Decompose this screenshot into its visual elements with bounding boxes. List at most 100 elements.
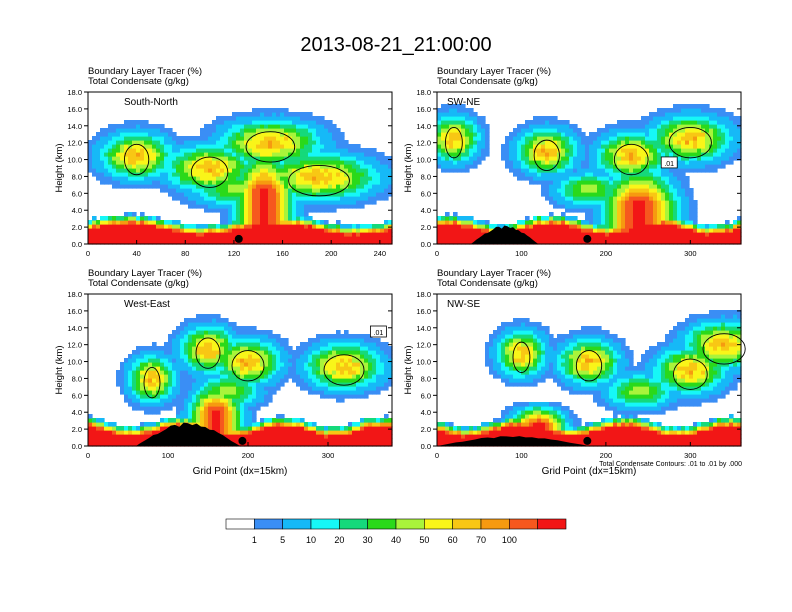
tracer-cell <box>581 164 586 169</box>
tracer-cell <box>685 156 690 161</box>
tracer-cell <box>208 314 213 319</box>
tracer-cell <box>244 212 249 217</box>
tracer-cell <box>641 184 646 189</box>
tracer-cell <box>613 140 618 145</box>
tracer-cell <box>441 216 446 221</box>
tracer-cell <box>565 136 570 141</box>
tracer-cell <box>437 228 442 233</box>
tracer-cell <box>324 168 329 173</box>
tracer-cell <box>677 108 682 113</box>
tracer-cell <box>565 232 570 237</box>
contour-label: .01 <box>664 161 674 168</box>
tracer-cell <box>380 180 385 185</box>
tracer-cell <box>356 228 361 233</box>
tracer-cell <box>200 398 205 403</box>
tracer-cell <box>212 350 217 355</box>
tracer-cell <box>180 322 185 327</box>
x-tick-label: 200 <box>325 249 338 258</box>
tracer-cell <box>569 240 574 245</box>
tracer-cell <box>112 220 117 225</box>
tracer-cell <box>561 220 566 225</box>
tracer-cell <box>236 120 241 125</box>
tracer-cell <box>613 200 618 205</box>
tracer-cell <box>661 240 666 245</box>
tracer-cell <box>521 128 526 133</box>
tracer-cell <box>112 136 117 141</box>
tracer-cell <box>240 112 245 117</box>
tracer-cell <box>573 228 578 233</box>
tracer-cell <box>236 346 241 351</box>
tracer-cell <box>156 378 161 383</box>
tracer-cell <box>384 228 389 233</box>
tracer-cell <box>320 160 325 165</box>
tracer-cell <box>541 180 546 185</box>
tracer-cell <box>232 370 237 375</box>
tracer-cell <box>461 136 466 141</box>
tracer-cell <box>288 212 293 217</box>
tracer-cell <box>184 164 189 169</box>
tracer-cell <box>208 204 213 209</box>
tracer-cell <box>589 184 594 189</box>
tracer-cell <box>280 112 285 117</box>
tracer-cell <box>344 228 349 233</box>
tracer-cell <box>200 314 205 319</box>
tracer-cell <box>705 228 710 233</box>
tracer-cell <box>593 152 598 157</box>
tracer-cell <box>204 132 209 137</box>
tracer-cell <box>148 176 153 181</box>
tracer-cell <box>288 232 293 237</box>
tracer-cell <box>236 180 241 185</box>
tracer-cell <box>136 378 141 383</box>
tracer-cell <box>348 176 353 181</box>
tracer-cell <box>164 188 169 193</box>
tracer-cell <box>200 144 205 149</box>
tracer-cell <box>152 148 157 153</box>
tracer-cell <box>228 354 233 359</box>
tracer-cell <box>332 188 337 193</box>
tracer-cell <box>308 120 313 125</box>
tracer-cell <box>469 240 474 245</box>
tracer-cell <box>236 188 241 193</box>
tracer-cell <box>140 402 145 407</box>
tracer-cell <box>597 152 602 157</box>
tracer-cell <box>308 232 313 237</box>
tracer-cell <box>260 216 265 221</box>
tracer-cell <box>224 342 229 347</box>
tracer-cell <box>312 156 317 161</box>
tracer-cell <box>140 430 145 435</box>
tracer-cell <box>609 164 614 169</box>
tracer-cell <box>609 168 614 173</box>
tracer-cell <box>609 220 614 225</box>
tracer-cell <box>284 112 289 117</box>
tracer-cell <box>140 132 145 137</box>
tracer-cell <box>364 192 369 197</box>
tracer-cell <box>621 228 626 233</box>
tracer-cell <box>457 104 462 109</box>
tracer-cell <box>196 386 201 391</box>
tracer-cell <box>653 224 658 229</box>
tracer-cell <box>569 188 574 193</box>
tracer-cell <box>244 334 249 339</box>
tracer-cell <box>284 204 289 209</box>
tracer-cell <box>521 136 526 141</box>
tracer-cell <box>140 156 145 161</box>
tracer-cell <box>541 116 546 121</box>
tracer-cell <box>717 112 722 117</box>
condensate-contour <box>190 156 229 188</box>
tracer-cell <box>208 410 213 415</box>
tracer-cell <box>184 402 189 407</box>
tracer-cell <box>304 124 309 129</box>
tracer-cell <box>565 160 570 165</box>
tracer-cell <box>160 378 165 383</box>
tracer-cell <box>228 378 233 383</box>
tracer-cell <box>152 410 157 415</box>
tracer-cell <box>721 152 726 157</box>
tracer-cell <box>188 140 193 145</box>
tracer-cell <box>228 406 233 411</box>
tracer-cell <box>228 192 233 197</box>
tracer-cell <box>553 156 558 161</box>
tracer-cell <box>184 390 189 395</box>
tracer-cell <box>537 124 542 129</box>
tracer-cell <box>288 140 293 145</box>
tracer-cell <box>693 124 698 129</box>
